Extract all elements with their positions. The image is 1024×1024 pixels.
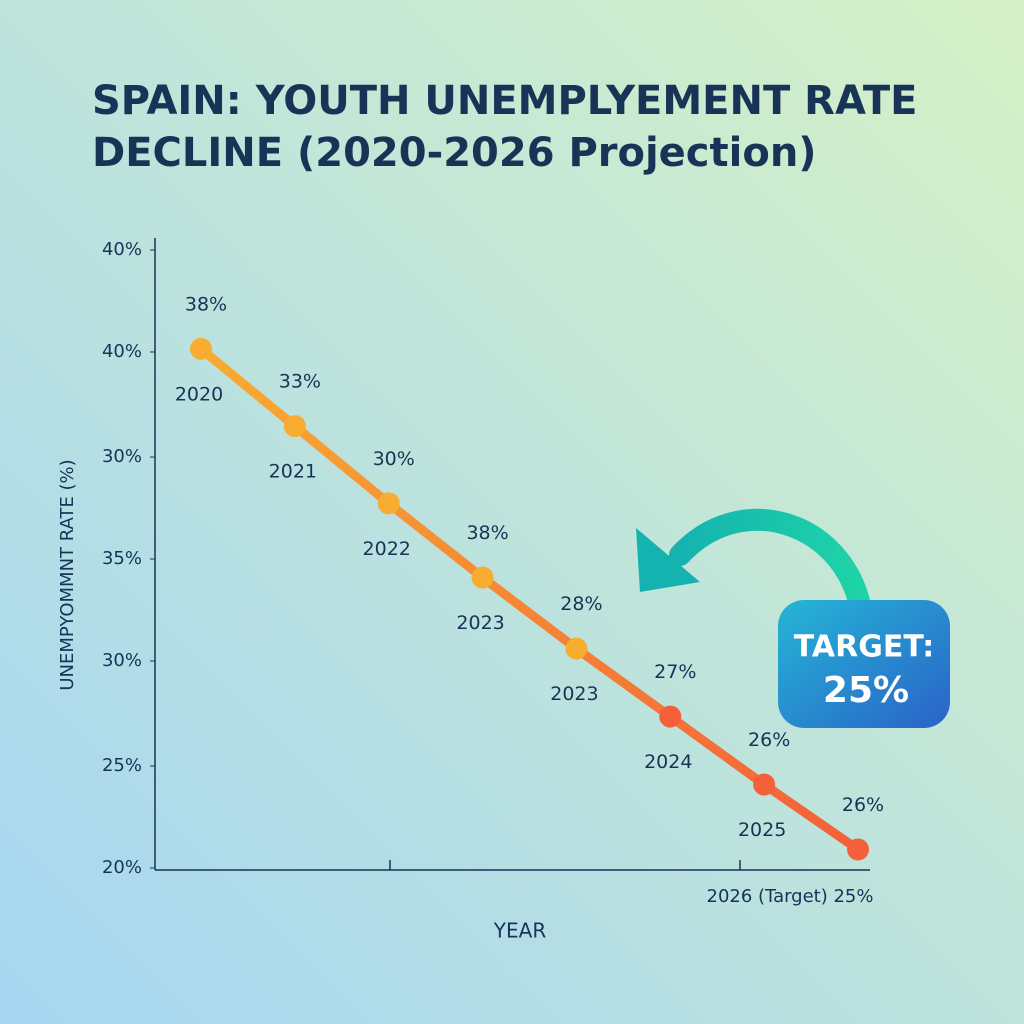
x-tick-label: 2023	[456, 612, 504, 634]
data-label: 26%	[748, 729, 790, 751]
y-tick-label: 30%	[102, 446, 142, 467]
point	[471, 566, 494, 589]
point	[753, 773, 776, 796]
point	[283, 415, 306, 438]
point	[659, 705, 682, 728]
x-axis-label: YEAR	[493, 919, 547, 943]
data-label: 38%	[466, 522, 508, 544]
target-arrow-head	[636, 528, 700, 592]
x-tick-label: 2020	[175, 383, 223, 405]
data-label: 38%	[185, 293, 227, 315]
y-tick-label: 40%	[102, 239, 142, 260]
y-tick-label: 30%	[102, 650, 142, 671]
chart-title: SPAIN: YOUTH UNEMPLYEMENT RATE	[92, 78, 917, 124]
data-label: 26%	[842, 794, 884, 816]
x-tick-label: 2024	[644, 751, 692, 773]
x-tick-label: 2025	[738, 819, 786, 841]
point	[377, 492, 400, 515]
data-label: 30%	[373, 448, 415, 470]
data-label: 33%	[279, 371, 321, 393]
y-tick-label: 25%	[102, 755, 142, 776]
annotation: 25%	[823, 670, 909, 711]
y-tick-label: 35%	[102, 548, 142, 569]
line	[196, 344, 863, 854]
chart-title: DECLINE (2020-2026 Projection)	[92, 130, 817, 176]
x-tick-label: 2026 (Target) 25%	[707, 886, 874, 907]
target-arrow	[669, 508, 871, 616]
x-tick-label: 2022	[363, 538, 411, 560]
target-badge	[778, 600, 950, 728]
y-tick-label: 20%	[102, 857, 142, 878]
point	[190, 337, 212, 360]
y-tick-label: 40%	[102, 341, 142, 362]
point	[847, 838, 869, 861]
annotation: TARGET:	[794, 630, 934, 665]
x-tick-label: 2021	[269, 461, 317, 483]
data-label: 28%	[560, 593, 602, 615]
data-label: 27%	[654, 661, 696, 683]
y-axis-label: UNEMPYOMMNT RATE (%)	[57, 459, 78, 690]
point	[565, 637, 588, 660]
x-tick-label: 2023	[550, 683, 598, 705]
